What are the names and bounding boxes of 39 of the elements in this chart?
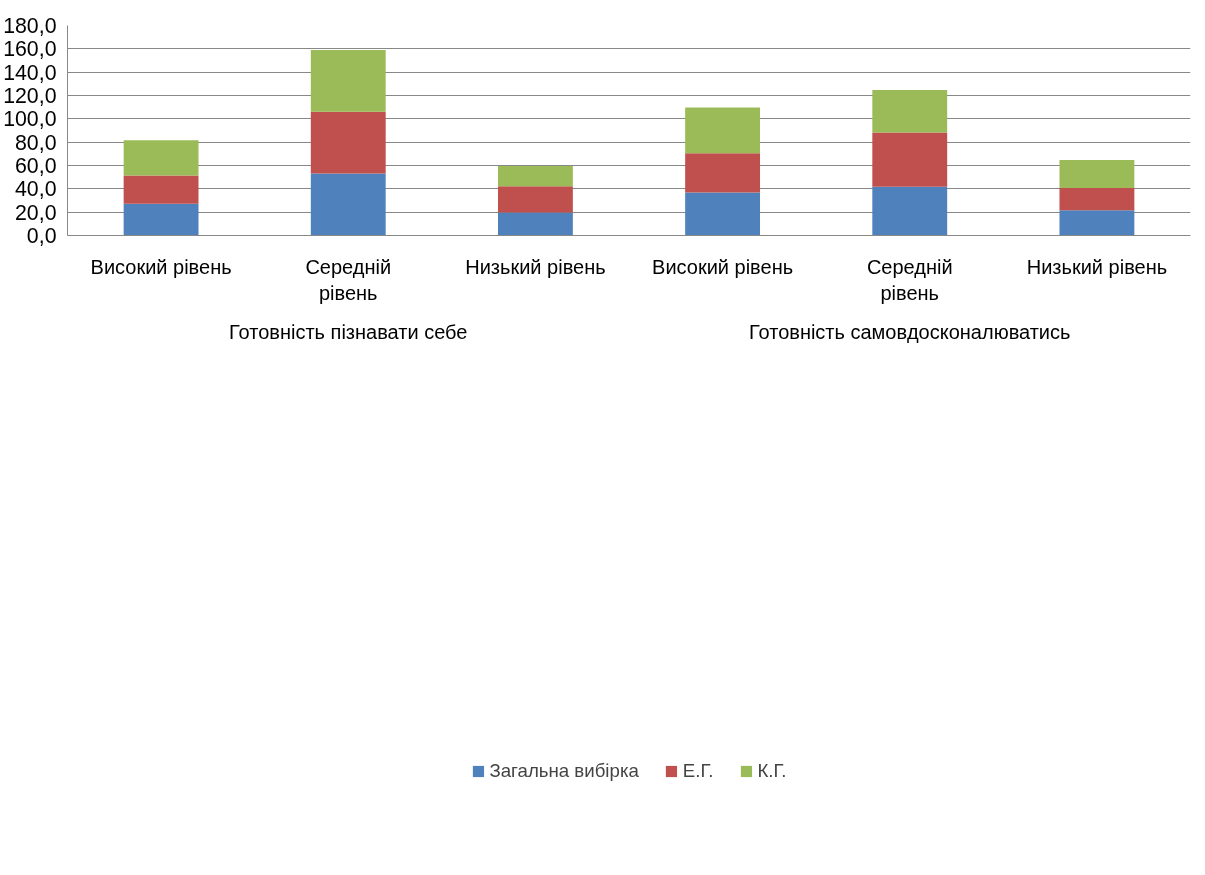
bar [497,212,573,236]
bar [1059,187,1135,211]
y-tick-label: 0,0 [26,224,57,248]
bar [872,89,948,133]
bar [685,153,761,193]
legend-label: К.Г. [757,760,787,782]
y-tick-label: 60,0 [14,154,57,178]
y-tick-label: 180,0 [3,14,57,38]
bar [310,173,386,236]
bar [123,203,199,236]
y-tick-label: 100,0 [3,107,57,132]
x-tick-label: Середній рівень [866,255,953,304]
y-tick-label: 140,0 [3,60,57,85]
bar [497,166,573,187]
bar [685,192,761,236]
legend-label: Загальна вибірка [489,760,639,782]
text: Готовність пізнавати себе [229,320,468,343]
x-tick-label: Низький рівень [465,255,606,278]
y-tick-label: 80,0 [14,130,57,155]
bar [1059,210,1135,236]
y-tick-label: 120,0 [3,84,57,108]
bar [1059,160,1135,188]
text: Готовність самовдосконалюватись [749,320,1071,343]
bar [123,140,199,176]
bar [872,186,948,236]
bar [497,186,573,213]
bar [310,50,386,112]
bar [310,111,386,174]
x-tick-label: Низький рівень [1026,255,1168,278]
x-tick-label: Високий рівень [652,255,794,278]
x-tick-label: Високий рівень [90,255,232,278]
x-tick-label: Середній рівень [305,255,392,304]
bar [123,175,199,204]
bar [872,132,948,187]
y-tick-label: 20,0 [14,200,57,225]
bar [685,107,761,154]
y-tick-label: 160,0 [3,37,57,62]
y-tick-label: 40,0 [14,177,57,202]
legend-label: Е.Г. [682,760,714,782]
